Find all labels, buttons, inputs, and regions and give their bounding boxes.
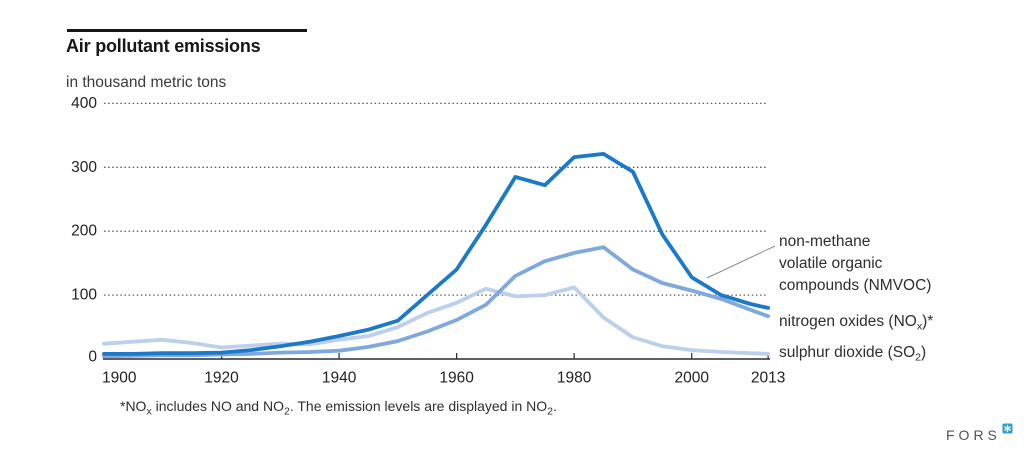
text-segment: *NO [120, 398, 147, 414]
x-tick-label-2013: 2013 [751, 369, 785, 386]
text-segment: sulphur dioxide (SO [779, 344, 916, 361]
chart-footnote: *NOx includes NO and NO2. The emission l… [120, 398, 557, 418]
y-tick-label-200: 200 [71, 223, 97, 240]
chart-subtitle: in thousand metric tons [66, 74, 227, 91]
x-tick-label-1980: 1980 [557, 369, 592, 386]
legend-nmvoc-label: non-methane volatile organic compounds (… [779, 231, 931, 297]
chart-title: Air pollutant emissions [66, 36, 261, 56]
title-rule [67, 29, 307, 32]
y-tick-label-400: 400 [71, 95, 97, 112]
text-segment: includes NO and NO [151, 398, 284, 414]
text-segment: . [553, 398, 557, 414]
subscript-text: 2 [284, 405, 290, 418]
y-tick-label-0: 0 [88, 349, 97, 366]
x-tick-label-1920: 1920 [204, 369, 239, 386]
x-tick-label-2000: 2000 [674, 369, 709, 386]
fors-logo-mark-icon [1002, 423, 1013, 434]
series-line-nox [102, 245, 770, 359]
text-segment: ) [920, 344, 927, 361]
y-tick-label-100: 100 [71, 287, 97, 304]
y-tick-label-300: 300 [71, 159, 97, 176]
series-line-nmvoc [102, 151, 770, 356]
series-line-so2 [102, 285, 770, 356]
subscript-text: x [146, 405, 152, 418]
fors-logo: FORS [946, 423, 1013, 443]
x-tick-label-1900: 1900 [102, 369, 137, 386]
text-segment: . The emission levels are displayed in N… [289, 398, 548, 414]
x-tick-label-1960: 1960 [439, 369, 474, 386]
subscript-text: 2 [547, 405, 553, 418]
subscript-text: 2 [915, 351, 921, 364]
legend-nmvoc-line3: compounds (NMVOC) [779, 277, 932, 294]
legend-nmvoc-line1: non-methane [779, 233, 871, 250]
text-segment: )* [922, 313, 934, 330]
legend-leader-line [706, 245, 776, 279]
fors-logo-text: FORS [946, 427, 1001, 443]
text-segment: nitrogen oxides (NO [779, 313, 917, 330]
legend-nmvoc-line2: volatile organic [779, 255, 883, 272]
legend-nox-label: nitrogen oxides (NOx)* [779, 311, 933, 338]
x-tick-label-1940: 1940 [322, 369, 357, 386]
legend-so2-label: sulphur dioxide (SO2) [779, 342, 926, 369]
subscript-text: x [916, 320, 923, 333]
